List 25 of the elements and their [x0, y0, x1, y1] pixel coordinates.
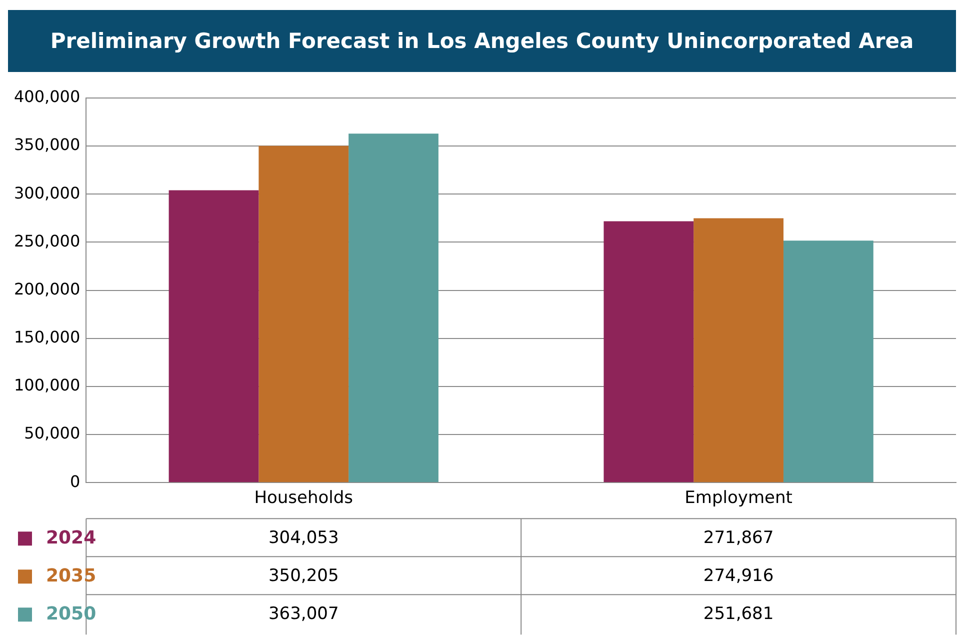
chart-title: Preliminary Growth Forecast in Los Angeles County Unincorporated Area	[8, 10, 956, 72]
bar	[168, 190, 259, 482]
x-tick-label: Employment	[684, 488, 793, 508]
bar	[348, 134, 438, 482]
data-label: 251,681	[703, 604, 774, 624]
y-tick-label: 100,000	[14, 376, 80, 395]
y-tick-label: 250,000	[14, 231, 80, 250]
bar	[783, 240, 874, 482]
bar	[258, 146, 349, 482]
y-tick-label: 150,000	[14, 328, 80, 347]
y-tick-label: 200,000	[14, 279, 80, 298]
y-tick-label: 300,000	[14, 183, 80, 202]
legend-label: 2024	[46, 527, 96, 548]
data-label: 363,007	[268, 604, 339, 624]
data-label: 304,053	[268, 528, 339, 548]
data-label: 350,205	[268, 566, 339, 586]
y-tick-label: 0	[70, 472, 80, 491]
bar	[604, 221, 694, 482]
x-tick-label: Households	[254, 488, 354, 508]
bar	[694, 218, 784, 482]
y-tick-label: 400,000	[14, 87, 80, 106]
data-label: 271,867	[703, 528, 774, 548]
y-tick-label: 350,000	[14, 135, 80, 154]
data-label: 274,916	[703, 566, 774, 586]
y-tick-label: 50,000	[24, 424, 80, 443]
